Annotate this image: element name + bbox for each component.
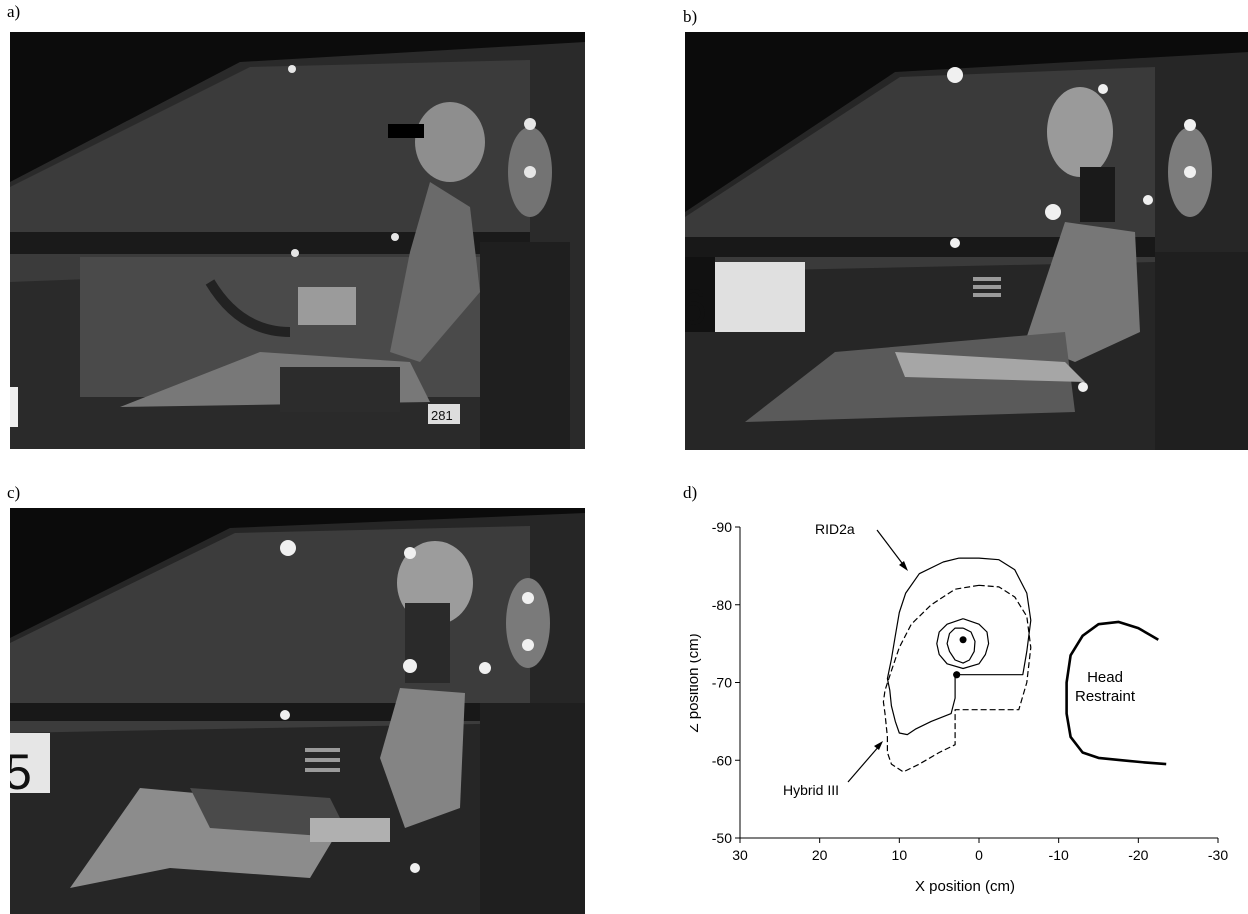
photo-c-rid2a: 5 [10, 508, 585, 914]
series-line-rid2a [886, 557, 1032, 736]
y-tick-label: -60 [712, 752, 732, 768]
series-line-head-restraint [1065, 620, 1167, 766]
panel-a-label: a) [7, 2, 21, 21]
panel-b-label: b) [683, 7, 698, 26]
annotation-hybrid-iii: Hybrid III [783, 782, 839, 798]
axis-ticks: 30 20 10 0 -10 -20 -30 -90 -80 -70 -60 -50 [712, 519, 1229, 863]
x-axis-label: X position (cm) [915, 878, 1015, 895]
panel-d-label: d) [683, 483, 698, 502]
x-tick-label: -20 [1128, 847, 1148, 863]
series-layer [882, 557, 1167, 773]
photo-b-card-number: 6 [685, 279, 707, 335]
panel-c-label: c) [7, 483, 21, 502]
photo-b-hybrid-iii: 6 [685, 32, 1248, 450]
annotation-head: Head [1087, 669, 1123, 686]
series-line-circle-3 [946, 627, 976, 664]
x-tick-label: 30 [732, 847, 748, 863]
head-position-chart: 30 20 10 0 -10 -20 -30 -90 -80 -70 -60 -50 X positi… [690, 519, 1229, 895]
x-tick-label: -30 [1208, 847, 1228, 863]
arrow-rid2a-head [899, 561, 908, 571]
x-tick-label: 0 [975, 847, 983, 863]
marker-layer [953, 636, 967, 679]
y-axis-label: Z position (cm) [690, 633, 702, 732]
annotation-restraint: Restraint [1075, 688, 1136, 705]
series-line-circle-4 [936, 618, 990, 670]
x-tick-label: 10 [892, 847, 908, 863]
x-tick-label: 20 [812, 847, 828, 863]
series-line-hybrid-iii [882, 584, 1032, 773]
photo-a-card-number: 281 [431, 408, 453, 423]
photo-a-volunteer: 281 [10, 32, 585, 449]
y-tick-label: -70 [712, 675, 732, 691]
x-tick-label: -10 [1049, 847, 1069, 863]
arrow-hybrid-iii-head [874, 741, 883, 750]
arrow-hybrid-iii-shaft [847, 744, 881, 783]
center-of-gravity-marker [953, 671, 961, 679]
y-tick-label: -90 [712, 519, 732, 535]
y-tick-label: -50 [712, 830, 732, 846]
photo-c-card-number: 5 [10, 744, 32, 800]
arrow-rid2a-shaft [876, 529, 906, 568]
y-tick-label: -80 [712, 597, 732, 613]
center-of-gravity-marker [959, 636, 967, 644]
annotation-rid2a: RID2a [815, 521, 855, 537]
